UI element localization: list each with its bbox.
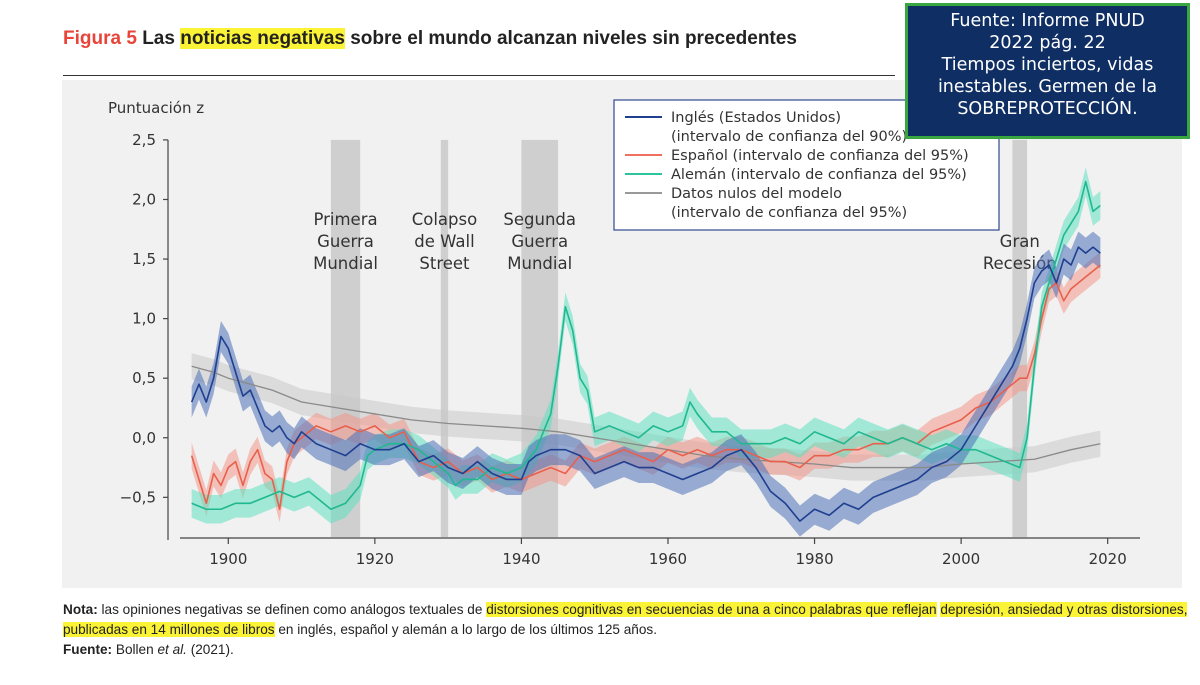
callout-line-4: inestables. Germen de la [937,77,1158,97]
event-label-0-1: Guerra [317,232,374,251]
event-bar-1 [440,139,449,537]
y-tick-label-2: 1,5 [132,250,156,268]
y-tick-label-0: 2,5 [132,131,156,149]
y-tick-label-6: −0,5 [120,488,156,506]
x-tick-label-4: 1980 [795,550,833,568]
source-label: Fuente: [63,642,113,657]
event-label-2-2: Mundial [507,254,572,273]
y-axis-title: Puntuación z [108,99,204,117]
callout-line-5: SOBREPROTECCIÓN. [957,99,1138,119]
legend-text-2-0: Alemán (intervalo de confianza del 95%) [671,167,967,183]
callout-line-2: 2022 pág. 22 [989,33,1106,53]
source-author: Bollen [115,642,154,657]
callout-line-3: Tiempos inciertos, vidas [941,55,1154,75]
note-label: Nota: [63,602,98,617]
callout-line-1: Fuente: Informe PNUD [950,11,1145,31]
legend-text-3-0: Datos nulos del modelo [671,186,842,202]
legend-text-0-1: (intervalo de confianza del 90%) [671,129,907,145]
series-line-2 [191,180,1101,511]
event-label-1-2: Street [419,254,470,273]
figure-title: Figura 5 Las noticias negativas sobre el… [63,28,797,50]
event-label-1-1: de Wall [414,232,474,251]
legend-text-3-1: (intervalo de confianza del 95%) [671,205,907,221]
event-label-1-0: Colapso [412,210,477,229]
series-band-2 [191,167,1101,524]
event-label-2-1: Guerra [511,232,568,251]
x-tick-label-0: 1900 [209,550,247,568]
y-tick-label-4: 0,5 [132,369,156,387]
note-highlight-1: distorsiones cognitivas en secuencias de… [486,602,937,617]
source-etal: et al. [157,642,187,657]
legend-text-0-0: Inglés (Estados Unidos) [671,110,841,126]
title-post: sobre el mundo alcanzan niveles sin prec… [350,28,797,49]
title-pre: Las [142,28,175,49]
x-tick-label-3: 1960 [649,550,687,568]
series-line-0 [190,246,1101,522]
source-year: (2021). [190,642,234,657]
title-highlight: noticias negativas [180,28,345,49]
x-tick-label-5: 2000 [942,550,980,568]
series-band-0 [191,231,1101,537]
series-line-1 [190,264,1101,511]
x-tick-label-1: 1920 [356,550,394,568]
legend-text-1-0: Español (intervalo de confianza del 95%) [671,148,969,164]
event-label-3-0: Gran [1000,232,1040,251]
figure-label: Figura 5 [63,28,137,49]
event-label-0-0: Primera [313,210,377,229]
note-text-post: en inglés, español y alemán a lo largo d… [278,622,657,637]
series-line-3 [191,365,1101,469]
y-tick-label-3: 1,0 [132,310,156,328]
x-tick-label-6: 2020 [1089,550,1127,568]
figure-note: Nota: las opiniones negativas se definen… [63,600,1193,660]
note-text-pre: las opiniones negativas se definen como … [101,602,483,617]
title-divider [63,75,895,76]
event-label-2-0: Segunda [503,210,576,229]
y-tick-label-5: 0,0 [132,429,156,447]
event-label-0-2: Mundial [313,254,378,273]
x-tick-label-2: 1940 [502,550,540,568]
y-tick-label-1: 2,0 [132,190,156,208]
source-callout: Fuente: Informe PNUD 2022 pág. 22 Tiempo… [905,3,1190,139]
